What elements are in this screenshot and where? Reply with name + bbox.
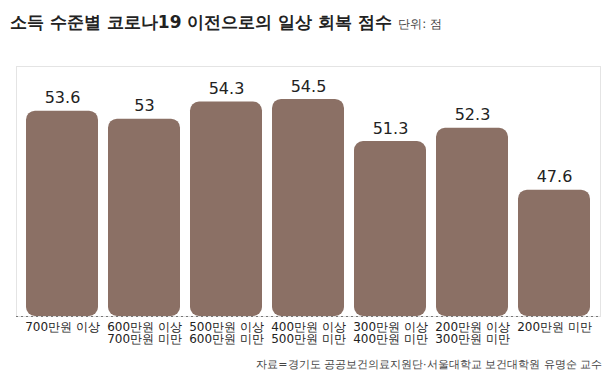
svg-text:53.6: 53.6 (45, 88, 81, 107)
html-text:자료=경기도 공공보건의료지원단·서울대학교 보건대학원 유: 자료=경기도 공공보건의료지원단·서울대학교 보건대학원 유명순 교수 (256, 358, 602, 371)
svg-text:700만원 이상: 700만원 이상 (25, 320, 100, 334)
svg-text:300만원 이상400만원 미만: 300만원 이상400만원 미만 (353, 320, 428, 346)
svg-text:200만원 이상300만원 미만: 200만원 이상300만원 미만 (435, 320, 510, 346)
svg-text:200만원 미만: 200만원 미만 (517, 320, 592, 334)
svg-text:500만원 이상600만원 미만: 500만원 이상600만원 미만 (189, 320, 264, 346)
svg-text:51.3: 51.3 (373, 119, 409, 138)
svg-text:54.3: 54.3 (209, 79, 245, 98)
svg-text:47.6: 47.6 (537, 167, 573, 186)
svg-text:400만원 이상500만원 미만: 400만원 이상500만원 미만 (271, 320, 346, 346)
html-text:소득 수준별 코로나19 이전으로의 일상 회복 점수 단위: 소득 수준별 코로나19 이전으로의 일상 회복 점수 단위: 점 (10, 12, 442, 32)
svg-text:600만원 이상700만원 미만: 600만원 이상700만원 미만 (107, 320, 182, 346)
svg-text:52.3: 52.3 (455, 105, 491, 124)
svg-text:54.5: 54.5 (291, 77, 327, 96)
svg-text:53: 53 (134, 96, 154, 115)
